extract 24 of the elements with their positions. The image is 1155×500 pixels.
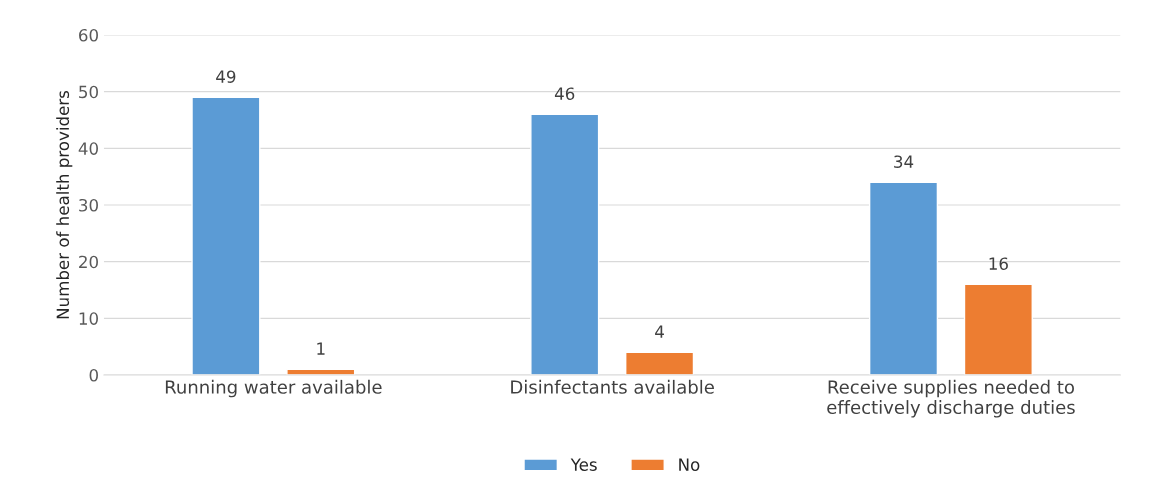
x-tick-label: Receive supplies needed to effectively discharge duties — [827, 379, 1075, 418]
legend-label: No — [679, 458, 700, 471]
y-tick-label: 50 — [79, 85, 98, 99]
data-label: 4 — [655, 325, 664, 338]
bar — [530, 113, 600, 375]
data-label: 16 — [989, 257, 1008, 270]
y-tick-label: 30 — [79, 198, 98, 212]
y-tick-label: 60 — [79, 28, 98, 42]
y-tick-label: 20 — [79, 255, 98, 269]
bar — [963, 283, 1033, 375]
data-label: 34 — [894, 155, 914, 168]
y-tick-label: 0 — [89, 368, 98, 382]
y-tick-label: 10 — [79, 312, 98, 325]
y-axis-title: Number of health providers — [56, 90, 73, 319]
data-label: 49 — [216, 70, 236, 83]
bar — [625, 351, 695, 375]
data-label: 46 — [554, 87, 575, 100]
x-tick-label: Disinfectants available — [511, 379, 714, 394]
data-label: 1 — [317, 342, 325, 355]
legend-label: Yes — [570, 458, 597, 471]
x-tick-label: Running water available — [165, 379, 382, 398]
y-tick-label: 40 — [78, 142, 98, 155]
bar — [191, 96, 261, 375]
bar — [868, 181, 939, 375]
